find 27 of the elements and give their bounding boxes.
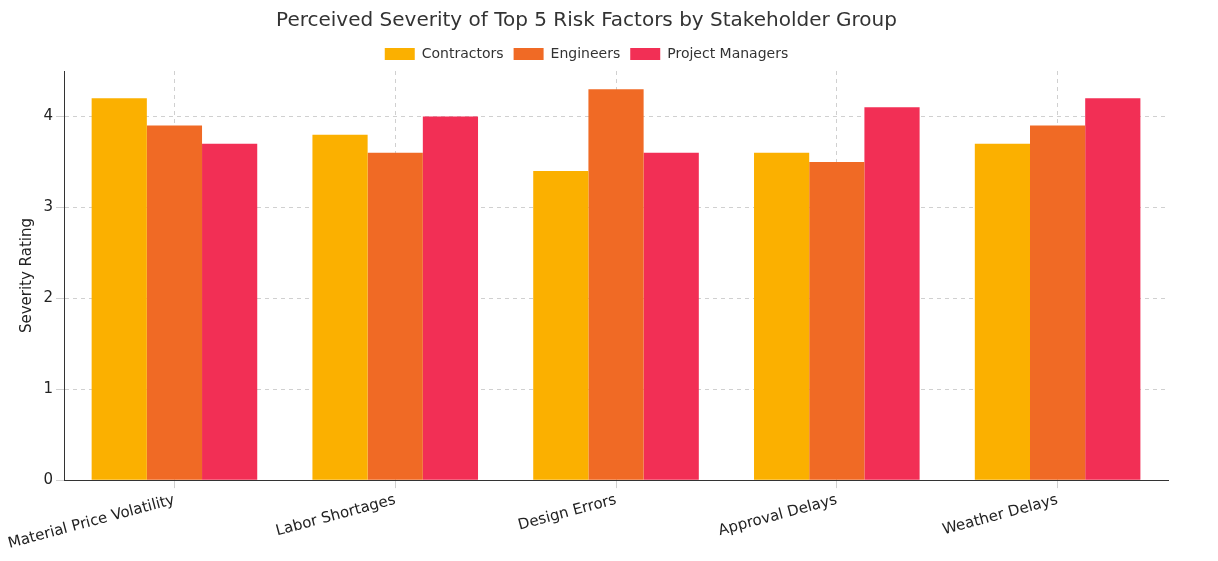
bar (422, 116, 479, 480)
legend-label: Project Managers (667, 44, 789, 61)
bar (643, 152, 699, 480)
y-tick-label: 1 (43, 379, 54, 398)
bar (533, 171, 589, 480)
chart-title: Perceived Severity of Top 5 Risk Factors by Stakeholder Group (276, 7, 897, 32)
legend-label: Contractors (421, 44, 504, 61)
bar (202, 143, 258, 480)
bar (146, 125, 203, 480)
legend-label: Engineers (550, 44, 621, 61)
y-axis-title: Severity Rating (17, 218, 36, 334)
bar (312, 134, 368, 480)
bar (864, 107, 920, 480)
bar (1085, 98, 1141, 480)
bar (367, 152, 423, 480)
y-tick-label: 3 (43, 197, 54, 216)
bar (91, 98, 147, 480)
y-tick-label: 0 (43, 470, 54, 489)
x-tick-label: Design Errors (515, 490, 619, 534)
y-tick-label: 2 (43, 288, 54, 307)
bar (754, 152, 810, 480)
bar (974, 143, 1031, 480)
y-tick-label: 4 (43, 106, 54, 125)
x-tick-label: Weather Delays (940, 490, 1060, 539)
bar (809, 161, 865, 480)
bar (1030, 125, 1086, 480)
bar (588, 89, 644, 480)
